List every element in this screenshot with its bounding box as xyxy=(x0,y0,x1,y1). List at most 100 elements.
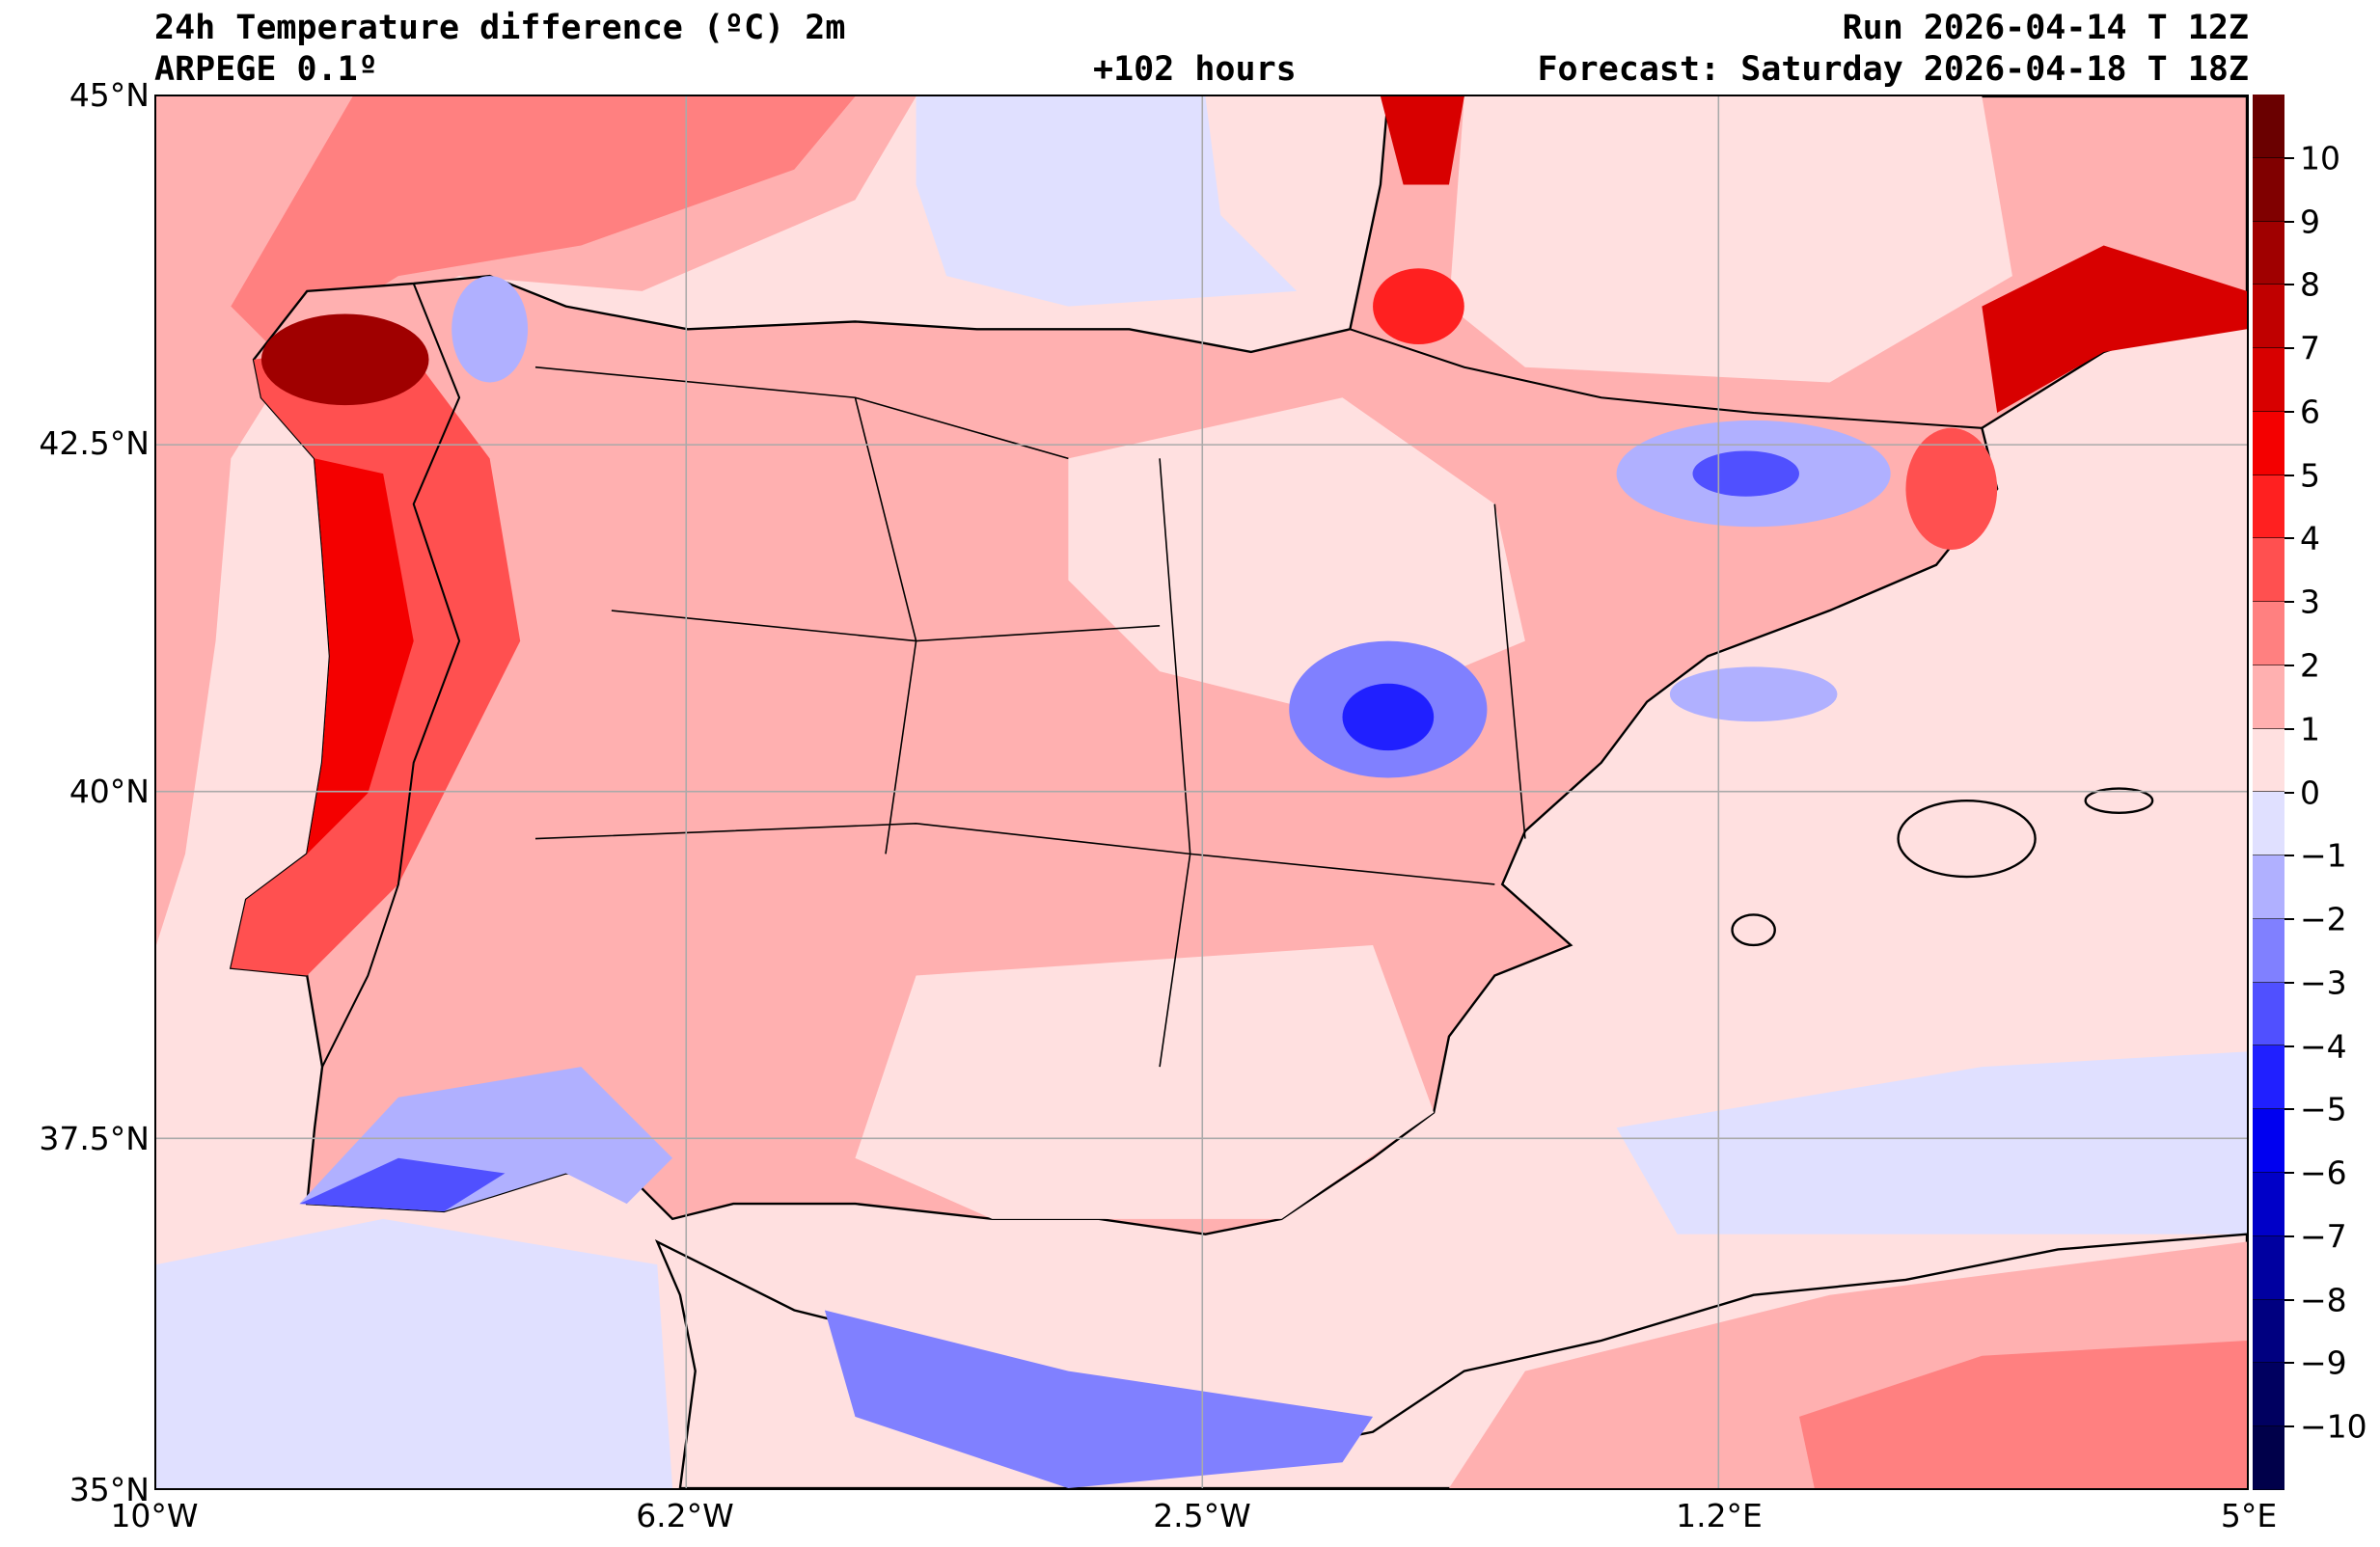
ebro-cold xyxy=(1692,450,1799,497)
lat-label: 45°N xyxy=(68,76,150,114)
colorbar-segment xyxy=(2253,95,2284,158)
colorbar-label: −3 xyxy=(2300,963,2347,1002)
colorbar-label: 4 xyxy=(2300,519,2320,557)
colorbar-segment xyxy=(2253,221,2284,285)
colorbar-segment xyxy=(2253,157,2284,222)
colorbar-tick xyxy=(2284,1298,2294,1301)
colorbar-tick xyxy=(2284,918,2294,921)
colorbar-label: −10 xyxy=(2300,1407,2367,1446)
country-border-portugal xyxy=(321,283,461,1068)
colorbar-tick xyxy=(2284,474,2294,476)
colorbar-label: 6 xyxy=(2300,393,2320,431)
colorbar-label: −8 xyxy=(2300,1281,2347,1319)
cantabria-cool xyxy=(451,276,529,383)
colorbar-segment xyxy=(2253,411,2284,475)
colorbar-tick xyxy=(2284,855,2294,857)
graticule xyxy=(156,96,2247,1488)
france-warm xyxy=(1373,268,1464,345)
lat-label: 40°N xyxy=(68,773,150,810)
rif-cool xyxy=(824,1310,1374,1488)
lead-time: +102 hours xyxy=(1093,50,1297,89)
atlantic-warm-core xyxy=(231,96,856,352)
colorbar-segment xyxy=(2253,918,2284,983)
colorbar-tick xyxy=(2284,601,2294,604)
country-border-pyrenees xyxy=(1350,328,1983,429)
colorbar-label: −5 xyxy=(2300,1090,2347,1128)
lat-label: 37.5°N xyxy=(39,1120,150,1157)
colorbar-segment xyxy=(2253,538,2284,603)
colorbar-tick xyxy=(2284,791,2294,794)
colorbar-segment xyxy=(2253,728,2284,793)
region-borders xyxy=(534,366,1526,1068)
colorbar-tick xyxy=(2284,727,2294,730)
huelva-cold xyxy=(299,1157,506,1211)
colorbar-label: −7 xyxy=(2300,1217,2347,1256)
colorbar-tick xyxy=(2284,1045,2294,1047)
colorbar-label: 9 xyxy=(2300,203,2320,241)
colorbar-label: 2 xyxy=(2300,646,2320,685)
model-label: ARPEGE 0.1º xyxy=(154,50,378,89)
lat-label: 35°N xyxy=(68,1471,150,1508)
africa-warmer xyxy=(1798,1341,2247,1488)
colorbar-segment xyxy=(2253,348,2284,412)
lon-label: 10°W xyxy=(110,1497,199,1534)
catalonia-warm xyxy=(1905,427,1998,550)
colorbar-segment xyxy=(2253,855,2284,919)
colorbar-tick xyxy=(2284,410,2294,413)
colorbar-segment xyxy=(2253,475,2284,539)
land-cooler-france xyxy=(1448,96,2012,383)
colorbar-label: 7 xyxy=(2300,329,2320,367)
colorbar-tick xyxy=(2284,156,2294,159)
colorbar-segment xyxy=(2253,792,2284,856)
colorbar-segment xyxy=(2253,285,2284,349)
colorbar-segment xyxy=(2253,1426,2284,1490)
colorbar-segment xyxy=(2253,1363,2284,1427)
colorbar-label: 0 xyxy=(2300,774,2320,811)
colorbar-tick xyxy=(2284,347,2294,350)
island-ibiza xyxy=(1731,913,1776,947)
colorbar-tick xyxy=(2284,1108,2294,1111)
island-mallorca xyxy=(1897,799,2037,879)
colorbar-tick xyxy=(2284,1172,2294,1175)
colorbar-tick xyxy=(2284,1235,2294,1237)
colorbar-segment xyxy=(2253,1045,2284,1110)
colorbar-label: 8 xyxy=(2300,265,2320,304)
colorbar-label: −4 xyxy=(2300,1027,2347,1066)
iberian-range-cold xyxy=(1342,683,1435,751)
colorbar-tick xyxy=(2284,537,2294,540)
valencia-cool xyxy=(1669,666,1838,722)
run-time: Run 2026-04-14 T 12Z xyxy=(1842,9,2249,47)
colorbar-segment xyxy=(2253,1299,2284,1364)
island-menorca xyxy=(2084,787,2154,814)
colorbar-segment xyxy=(2253,1235,2284,1300)
colorbar-segment xyxy=(2253,1173,2284,1236)
lon-label: 6.2°W xyxy=(636,1497,734,1534)
colorbar-label: −1 xyxy=(2300,836,2347,875)
galicia-hot xyxy=(260,313,429,406)
colorbar-segment xyxy=(2253,665,2284,729)
colorbar-tick xyxy=(2284,220,2294,223)
colorbar xyxy=(2253,95,2284,1490)
colorbar-label: −6 xyxy=(2300,1153,2347,1192)
eastern-sea-cool xyxy=(1616,1051,2247,1235)
colorbar-tick xyxy=(2284,1362,2294,1365)
chart-title: 24h Temperature difference (ºC) 2m xyxy=(154,9,846,47)
land-cooler-south xyxy=(855,944,1435,1219)
colorbar-label: 3 xyxy=(2300,583,2320,621)
lon-label: 2.5°W xyxy=(1153,1497,1251,1534)
colorbar-segment xyxy=(2253,982,2284,1046)
alps-hot xyxy=(1982,245,2247,414)
alboran-cool xyxy=(156,1218,673,1488)
colorbar-label: 5 xyxy=(2300,456,2320,495)
lon-label: 5°E xyxy=(2220,1497,2278,1534)
colorbar-tick xyxy=(2284,981,2294,984)
temperature-map xyxy=(154,95,2249,1490)
colorbar-label: −2 xyxy=(2300,900,2347,938)
portugal-hot xyxy=(307,458,414,855)
lon-label: 1.2°E xyxy=(1676,1497,1763,1534)
colorbar-label: 10 xyxy=(2300,139,2340,177)
forecast-time: Forecast: Saturday 2026-04-18 T 18Z xyxy=(1537,50,2249,89)
lat-label: 42.5°N xyxy=(39,424,150,462)
france-atlantic-hot xyxy=(1380,96,1464,185)
land-cooler-east xyxy=(1068,397,1525,718)
